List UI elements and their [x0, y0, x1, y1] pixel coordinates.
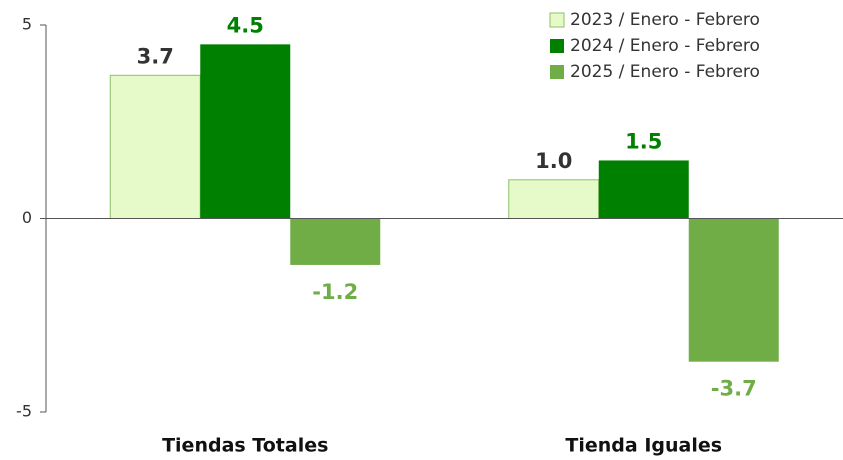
legend-swatch [550, 65, 564, 79]
bar [109, 74, 201, 219]
bar [200, 44, 291, 219]
data-label: 3.7 [137, 44, 174, 68]
legend-label: 2024 / Enero - Febrero [570, 36, 760, 56]
legend-swatch [549, 12, 565, 28]
y-tick-label: 0 [22, 208, 32, 227]
y-tick-label: 5 [22, 15, 32, 34]
bar [598, 160, 689, 219]
bar [508, 179, 600, 220]
x-tick-label: Tiendas Totales [162, 435, 328, 457]
bar [290, 218, 381, 265]
y-tick-label: -5 [16, 402, 32, 421]
data-label: 4.5 [227, 13, 264, 37]
data-label: 1.5 [625, 129, 662, 153]
data-label: -1.2 [312, 280, 358, 304]
legend-label: 2025 / Enero - Febrero [570, 62, 760, 82]
legend-swatch [550, 39, 564, 53]
bar [688, 218, 779, 362]
data-label: 1.0 [535, 149, 572, 173]
x-tick-label: Tienda Iguales [565, 435, 722, 457]
legend-label: 2023 / Enero - Febrero [570, 10, 760, 30]
data-label: -3.7 [711, 377, 757, 401]
